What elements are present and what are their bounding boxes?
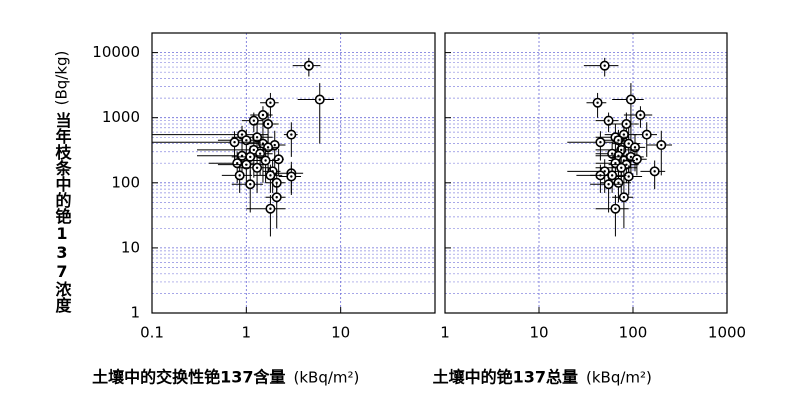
point-center [249,155,252,159]
point-center [627,142,630,145]
point-center [607,119,610,122]
point-center [635,158,639,161]
x-tick-label: 1 [242,324,252,342]
point-center [614,162,617,165]
x-tick-label: 10 [331,324,350,342]
x-axis-unit: (kBq/m²) [586,369,652,387]
point-center [596,101,599,104]
point-center [607,183,610,186]
point-center [290,175,293,178]
point-center [255,166,259,169]
point-center [261,142,265,145]
y-tick-label: 1000 [102,108,140,126]
y-axis-label: 当年枝条中的铯137浓度 [53,111,73,314]
point-center [622,133,626,136]
x-tick-label: 0.1 [140,324,164,342]
point-center [617,139,620,142]
point-center [627,175,630,178]
point-center [290,133,293,136]
x-axis-unit: (kBq/m²) [294,369,360,387]
point-center [255,136,259,139]
point-center [238,174,241,177]
point-center [639,113,642,117]
point-center [625,122,628,126]
point-center [245,163,248,166]
point-center [235,162,239,165]
point-center [318,98,321,101]
point-center [258,152,262,155]
point-center [245,139,248,142]
x-axis-label: 土壤中的铯137总量 [433,368,578,387]
point-center [603,170,606,173]
point-center [307,64,311,67]
x-axis-label: 土壤中的交换性铯137含量 [92,368,285,387]
x-tick-label: 1 [440,324,450,342]
point-center [633,146,637,149]
point-center [264,159,267,162]
point-center [273,143,276,147]
point-center [233,141,236,144]
y-tick-label: 10 [121,238,140,256]
point-center [266,146,270,149]
y-axis-unit: (Bq/kg) [53,51,71,106]
point-center [599,141,602,144]
point-center [275,196,278,199]
point-center [645,133,648,136]
point-center [622,196,626,199]
x-tick-label: 1000 [708,324,746,342]
point-center [620,166,623,169]
point-center [617,181,620,184]
plot-frame [151,32,436,314]
point-center [266,122,270,126]
point-center [614,207,617,210]
point-center [269,174,272,177]
point-center [252,119,256,122]
point-center [277,158,280,161]
point-center [240,154,244,157]
point-center [625,163,628,166]
y-tick-label: 10000 [92,43,140,61]
point-center [610,152,614,155]
point-center [617,154,620,157]
point-center [610,174,614,177]
y-tick-label: 1 [130,304,140,322]
point-center [240,133,244,136]
point-center [629,98,633,101]
y-tick-label: 100 [111,173,140,191]
point-center [620,148,623,152]
point-center [629,155,633,159]
point-center [660,143,663,147]
x-tick-label: 10 [529,324,548,342]
point-center [252,148,256,152]
x-tick-label: 100 [619,324,648,342]
point-center [269,101,272,104]
point-center [249,183,252,186]
point-center [269,207,272,210]
point-center [261,113,265,117]
point-center [653,170,656,173]
point-center [603,64,606,67]
plot-frame [444,32,728,314]
